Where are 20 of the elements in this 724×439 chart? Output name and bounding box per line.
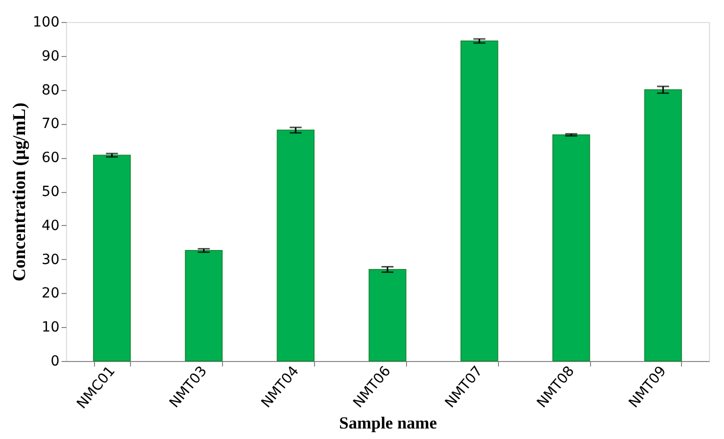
y-tick-label: 70: [42, 116, 60, 132]
bar: [460, 40, 498, 362]
bar: [368, 268, 406, 362]
y-axis-title: Concentration (µg/mL): [8, 102, 29, 282]
bar: [644, 89, 682, 362]
y-tick-label: 60: [42, 150, 60, 166]
bar: [552, 134, 590, 362]
x-axis-title: Sample name: [339, 413, 438, 432]
y-tick-label: 20: [42, 286, 60, 302]
bar: [276, 130, 315, 362]
y-tick-label: 40: [42, 218, 60, 234]
y-tick-label: 30: [42, 252, 60, 268]
y-tick-label: 0: [50, 354, 60, 370]
bar: [93, 154, 131, 362]
y-tick-label: 100: [32, 14, 60, 30]
y-tick-label: 50: [42, 184, 60, 200]
bar: [184, 250, 223, 362]
y-tick-label: 80: [42, 82, 60, 98]
y-tick-label: 10: [42, 320, 60, 336]
y-tick-label: 90: [42, 48, 60, 64]
